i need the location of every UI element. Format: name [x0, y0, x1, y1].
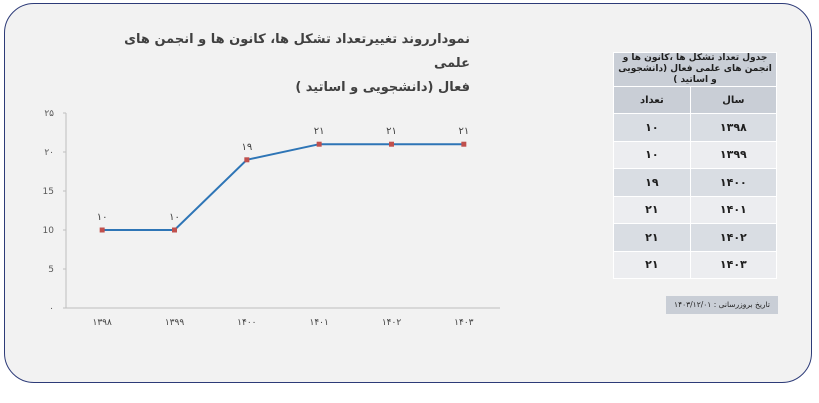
data-label: ۱۰ [97, 212, 108, 223]
table-header-count: تعداد [613, 86, 691, 114]
table-header-year: سال [689, 86, 778, 114]
y-tick-label: 10 [43, 226, 55, 236]
x-tick-label: ۱۴۰۲ [382, 318, 402, 328]
chart-title-line-1: نمودارروند تغییرتعداد تشکل ها، کانون ها … [124, 32, 470, 71]
table-cell-year: ۱۴۰۲ [689, 223, 778, 252]
table-cell-year: ۱۳۹۹ [689, 140, 778, 169]
data-point [461, 141, 467, 147]
table-cell-count: ۱۰ [613, 140, 691, 169]
table-row: ۱۳۹۸ ۱۰ [613, 113, 778, 142]
table-row: ۱۴۰۳ ۲۱ [613, 250, 778, 279]
table-caption: جدول تعداد تشکل ها ،کانون ها و انجمن های… [613, 52, 777, 87]
data-table-container: جدول تعداد تشکل ها ،کانون ها و انجمن های… [613, 52, 778, 279]
table-cell-year: ۱۳۹۸ [689, 113, 778, 142]
y-tick-label: ۲۵ [44, 109, 54, 119]
table-cell-year: ۱۴۰۳ [689, 250, 778, 279]
series-line [102, 143, 464, 231]
chart-title-line-2: فعال (دانشجویی و اساتید ) [295, 80, 470, 95]
table-cell-count: ۲۱ [613, 195, 691, 224]
x-tick-label: ۱۴۰۰ [237, 318, 256, 328]
data-point [172, 227, 177, 233]
y-tick-label: ۲۰ [44, 148, 54, 158]
data-point [244, 157, 250, 163]
update-date-note: تاریخ بروزرسانی : ۱۴۰۳/۱۲/۰۱ [666, 296, 778, 314]
table-cell-count: ۱۹ [613, 168, 691, 197]
x-tick-label: ۱۴۰۳ [454, 318, 474, 328]
chart-title: نمودارروند تغییرتعداد تشکل ها، کانون ها … [100, 28, 470, 100]
table-row: ۱۴۰۰ ۱۹ [613, 168, 778, 197]
x-tick-label: ۱۴۰۱ [309, 318, 328, 328]
data-label: ۲۱ [386, 126, 397, 137]
data-point [99, 227, 105, 233]
table-row: ۱۴۰۲ ۲۱ [613, 223, 778, 252]
table-cell-year: ۱۴۰۰ [689, 168, 778, 197]
y-tick-label: ۰ [49, 304, 54, 314]
data-table: جدول تعداد تشکل ها ،کانون ها و انجمن های… [613, 52, 778, 279]
data-label: ۲۱ [314, 126, 325, 137]
data-point [316, 141, 322, 147]
table-cell-count: ۱۰ [613, 113, 691, 142]
data-point [389, 141, 394, 147]
table-cell-count: ۲۱ [613, 250, 691, 279]
table-cell-count: ۲۱ [613, 223, 691, 252]
data-label: ۲۱ [458, 126, 469, 137]
table-row: ۱۴۰۱ ۲۱ [613, 195, 778, 224]
data-label: ۱۰ [169, 212, 180, 223]
y-tick-label: 5 [48, 265, 54, 275]
data-label: ۱۹ [241, 142, 252, 153]
table-cell-year: ۱۴۰۱ [689, 195, 778, 224]
x-tick-label: ۱۳۹۹ [165, 318, 185, 328]
x-tick-label: ۱۳۹۸ [92, 318, 112, 328]
table-row: ۱۳۹۹ ۱۰ [613, 140, 778, 169]
y-tick-label: 15 [43, 187, 54, 197]
